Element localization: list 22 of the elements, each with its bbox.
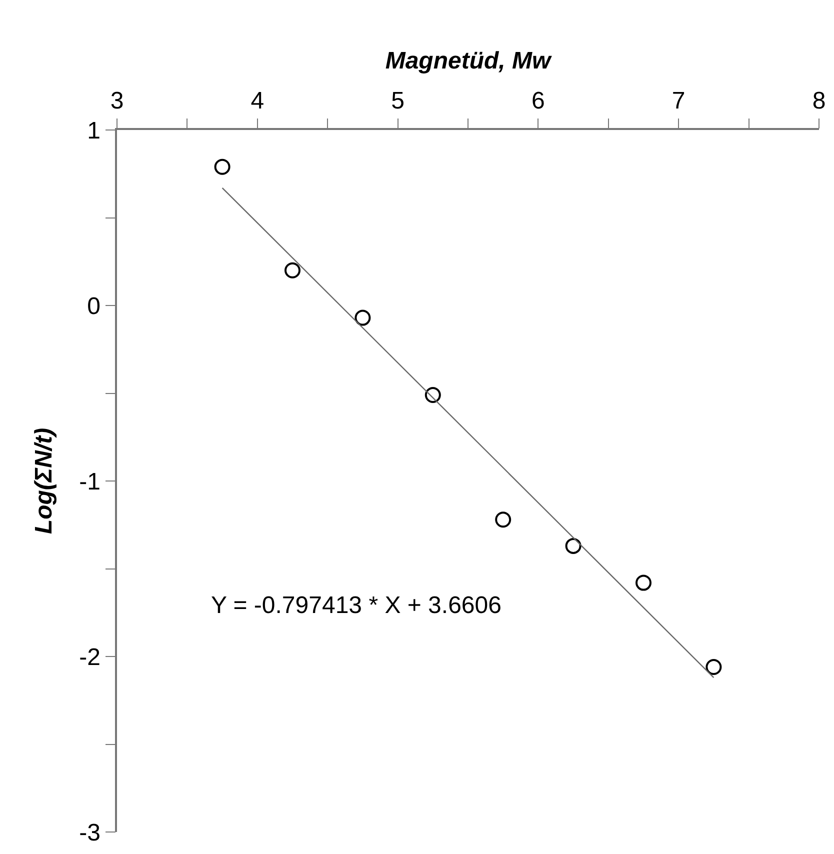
annotation: Y = -0.797413 * X + 3.6606 — [211, 592, 502, 619]
point — [495, 512, 512, 528]
point — [284, 262, 300, 278]
x-tick-label: 8 — [812, 88, 826, 115]
point — [214, 158, 230, 175]
point — [706, 659, 722, 676]
point — [354, 310, 371, 326]
point — [424, 387, 441, 404]
x-tick-label: 6 — [532, 88, 545, 115]
x-tick-label: 4 — [250, 88, 264, 115]
x-axis-title: Magnetüd, Mw — [385, 47, 552, 74]
point — [565, 538, 582, 554]
y-tick-label: 0 — [87, 292, 100, 320]
x-tick-label: 3 — [110, 88, 124, 115]
x-tick-label: 7 — [672, 88, 686, 115]
y-tick-label: 1 — [87, 117, 100, 144]
y-tick-label: -1 — [79, 468, 100, 496]
y-tick-label: -3 — [79, 819, 100, 846]
point — [636, 574, 652, 591]
y-tick-label: -2 — [79, 644, 100, 671]
x-tick-label: 5 — [391, 88, 404, 115]
y-axis-title: Log(ΣN/t) — [30, 428, 58, 534]
